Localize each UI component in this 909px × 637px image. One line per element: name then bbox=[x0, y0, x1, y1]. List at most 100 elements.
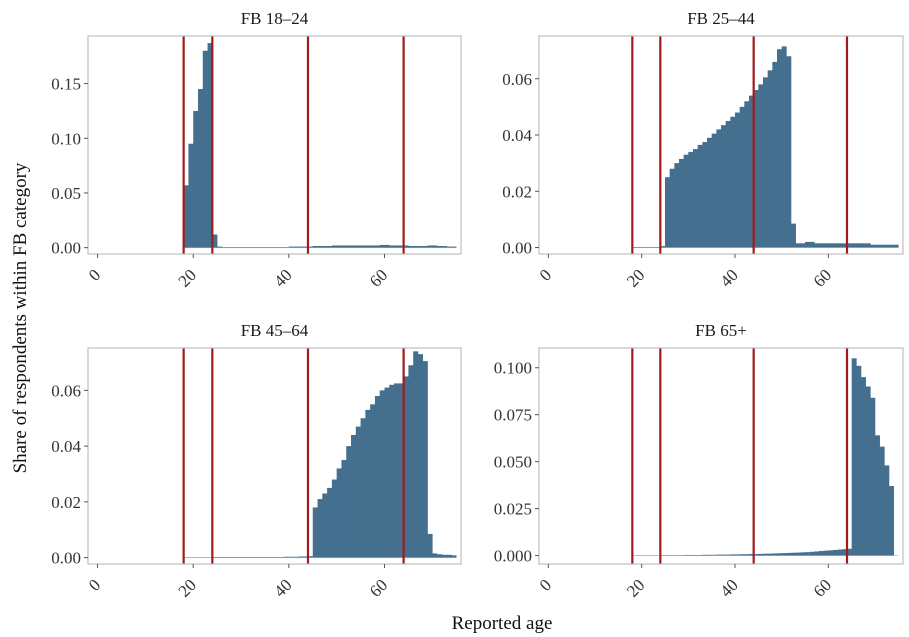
histogram-bar bbox=[231, 557, 237, 558]
histogram-bar bbox=[417, 246, 424, 248]
histogram-bar bbox=[823, 550, 829, 556]
histogram-bar bbox=[889, 244, 894, 248]
histogram-bar bbox=[772, 61, 778, 248]
x-tick-label: 60 bbox=[366, 265, 391, 290]
panel-border bbox=[87, 347, 462, 565]
histogram-bar bbox=[384, 387, 390, 558]
histogram-bar bbox=[197, 89, 204, 248]
histogram-bar bbox=[856, 243, 862, 248]
histogram-bar bbox=[432, 245, 438, 248]
histogram-bar bbox=[716, 554, 722, 556]
histogram-bar bbox=[833, 549, 838, 556]
histogram-bar bbox=[336, 468, 342, 558]
histogram-bar bbox=[842, 243, 848, 248]
histogram-bar bbox=[861, 377, 866, 556]
histogram-bar bbox=[432, 553, 438, 558]
histogram-bar bbox=[683, 154, 689, 248]
panel-fb-45-64: 0.00 0.02 0.04 0.06 0 20 40 60 FB 45–64 bbox=[51, 321, 462, 601]
histogram-bar bbox=[451, 555, 457, 558]
histogram-bar bbox=[809, 241, 815, 248]
histogram-bar bbox=[763, 553, 768, 556]
histogram-bar bbox=[188, 143, 194, 248]
histogram-bar bbox=[207, 43, 213, 248]
histogram-bar bbox=[786, 56, 792, 248]
y-tick-label: 0.02 bbox=[51, 493, 81, 512]
histogram-bar bbox=[341, 460, 347, 558]
histogram-bar bbox=[327, 246, 333, 248]
histogram-bar bbox=[735, 554, 740, 556]
histogram-bar bbox=[351, 434, 357, 558]
x-tick-label: 40 bbox=[270, 265, 295, 290]
histogram-bar bbox=[795, 243, 801, 248]
histogram-bar bbox=[260, 557, 266, 558]
histogram-bar bbox=[893, 244, 899, 248]
histogram-bar bbox=[322, 246, 328, 248]
histogram-bar bbox=[264, 557, 271, 558]
histogram-bar bbox=[264, 247, 271, 248]
histogram-bar bbox=[875, 244, 880, 248]
histogram-bar bbox=[193, 110, 199, 248]
histogram-bar bbox=[255, 247, 261, 248]
x-tick-label: 0 bbox=[536, 265, 555, 284]
histogram-bar bbox=[870, 244, 876, 248]
histogram-bar bbox=[284, 247, 290, 248]
histogram-bar bbox=[417, 354, 424, 558]
panel-title: FB 45–64 bbox=[241, 321, 309, 340]
histogram-bar bbox=[786, 552, 792, 556]
histogram-bar bbox=[312, 507, 318, 558]
histogram-bar bbox=[837, 549, 843, 556]
histogram-bar bbox=[749, 554, 754, 556]
histogram-bar bbox=[441, 246, 447, 248]
x-tick-label: 0 bbox=[85, 265, 104, 284]
histogram-bar bbox=[735, 112, 740, 248]
x-tick-label: 60 bbox=[810, 265, 835, 290]
histogram-bar bbox=[697, 554, 703, 556]
histogram-bar bbox=[889, 486, 894, 556]
histogram-bar bbox=[408, 246, 414, 248]
x-tick-label: 0 bbox=[536, 575, 555, 594]
y-tick-label: 0.02 bbox=[502, 182, 532, 201]
histogram-bar bbox=[236, 247, 242, 248]
histogram-bar bbox=[327, 487, 333, 558]
x-tick-label: 60 bbox=[366, 575, 391, 600]
histogram-bar bbox=[637, 246, 642, 248]
histogram-bar bbox=[833, 243, 838, 248]
histogram-bar bbox=[721, 125, 726, 248]
histogram-bar bbox=[711, 554, 717, 556]
histogram-bar bbox=[221, 557, 227, 558]
histogram-bar bbox=[865, 386, 871, 556]
histogram-bar bbox=[856, 365, 862, 556]
histogram-bar bbox=[744, 101, 750, 248]
histogram-bar bbox=[795, 552, 801, 556]
histogram-bar bbox=[884, 244, 890, 248]
histogram-bar bbox=[730, 554, 736, 556]
histogram-bar bbox=[777, 553, 782, 556]
panel-title: FB 65+ bbox=[695, 321, 747, 340]
panel-frame bbox=[538, 347, 904, 565]
histogram-bar bbox=[800, 243, 806, 248]
histogram-bar bbox=[370, 404, 376, 558]
histogram-bar bbox=[688, 554, 694, 556]
y-tick-label: 0.15 bbox=[51, 75, 81, 94]
histogram-bar bbox=[683, 554, 689, 556]
x-tick-label: 40 bbox=[270, 575, 295, 600]
histogram-bar bbox=[739, 554, 745, 556]
histogram-bar bbox=[331, 479, 337, 558]
histogram-bar bbox=[688, 151, 694, 248]
histogram-bar bbox=[236, 557, 242, 558]
histogram-bar bbox=[241, 247, 247, 248]
histogram-bar bbox=[870, 397, 876, 556]
panel-frame bbox=[87, 35, 462, 255]
histogram-bar bbox=[665, 177, 670, 248]
histogram-bar bbox=[408, 365, 414, 558]
x-tick-label: 20 bbox=[623, 575, 648, 600]
histogram-bar bbox=[394, 383, 400, 558]
histogram-bar bbox=[693, 149, 698, 248]
histogram-bar bbox=[805, 552, 810, 556]
histogram-bar bbox=[365, 409, 371, 558]
histogram-bar bbox=[212, 234, 218, 248]
histogram-bar bbox=[809, 551, 815, 556]
histogram-bar bbox=[791, 223, 796, 248]
histogram-bar bbox=[226, 247, 232, 248]
